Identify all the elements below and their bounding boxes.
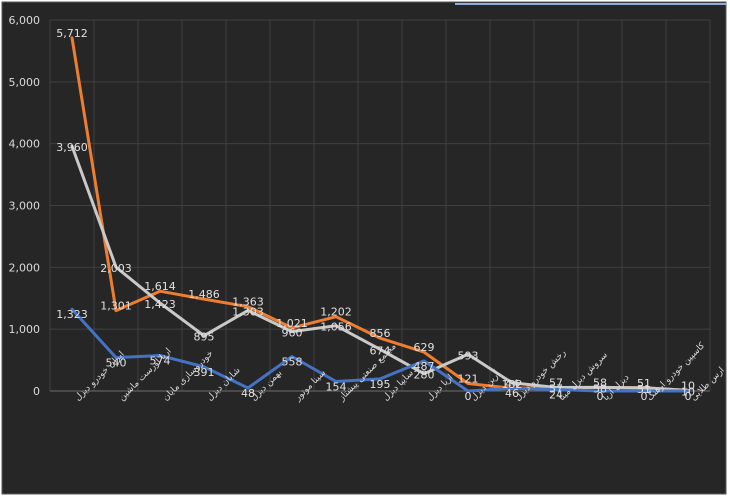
data-label-gray: 895: [194, 331, 215, 344]
data-label-blue: 154: [326, 380, 347, 393]
data-label-blue: 0: [597, 390, 604, 403]
data-label-orange: 10: [681, 379, 695, 392]
data-label-blue: 558: [282, 355, 303, 368]
data-label-gray: 1,303: [232, 305, 264, 318]
data-label-orange: 58: [593, 376, 607, 389]
series-line-gray: [70, 144, 690, 392]
data-label-orange: 856: [370, 327, 391, 340]
data-label-gray: 3,960: [56, 141, 88, 154]
data-label-gray: 57: [549, 382, 563, 395]
data-label-blue: 540: [106, 357, 127, 370]
data-label-blue: 24: [549, 389, 563, 402]
y-axis-ticks: 0 1,000 2,000 3,000 4,000 5,000 6,000: [9, 14, 41, 398]
data-label-orange: 1,486: [188, 288, 220, 301]
data-label-orange: 121: [458, 373, 479, 386]
y-tick-label: 6,000: [9, 14, 41, 27]
y-tick-label: 0: [33, 385, 40, 398]
data-label-blue: 46: [505, 387, 519, 400]
data-label-orange: 51: [637, 377, 651, 390]
data-label-orange: 629: [414, 341, 435, 354]
data-label-gray: 10: [681, 385, 695, 398]
data-label-gray: 674: [370, 344, 391, 357]
data-label-orange: 1,202: [320, 306, 352, 319]
data-label-gray: 2,003: [100, 262, 132, 275]
y-tick-label: 2,000: [9, 261, 41, 274]
data-label-blue: 1,323: [56, 308, 88, 321]
data-label-blue: 0: [641, 390, 648, 403]
y-tick-label: 5,000: [9, 76, 41, 89]
data-label-blue: 0: [465, 390, 472, 403]
y-tick-label: 1,000: [9, 323, 41, 336]
data-label-gray: 280: [414, 369, 435, 382]
grid: [49, 19, 711, 392]
data-label-orange: 1,614: [144, 280, 176, 293]
data-label-gray: 960: [282, 327, 303, 340]
data-label-gray: 593: [458, 349, 479, 362]
data-label-orange: 1,021: [276, 317, 308, 330]
data-label-orange: 1,363: [232, 296, 264, 309]
y-tick-label: 4,000: [9, 138, 41, 151]
data-labels: 5,712 1,301 1,614 1,486 1,363 1,021 1,202 856 62…: [56, 27, 695, 403]
data-label-blue: 391: [194, 366, 215, 379]
data-label-gray: 132: [502, 378, 523, 391]
series-lines: [70, 36, 690, 393]
data-label-blue: 48: [241, 387, 255, 400]
data-label-blue: 195: [370, 378, 391, 391]
data-label-blue: 487: [414, 360, 435, 373]
data-label-gray: 58: [593, 382, 607, 395]
data-label-blue: 574: [150, 355, 171, 368]
data-label-orange: 5,712: [56, 27, 88, 40]
series-line-blue: [70, 307, 690, 393]
data-label-orange: 57: [549, 376, 563, 389]
data-label-gray: 1,056: [320, 321, 352, 334]
data-label-orange: 44: [505, 377, 519, 390]
data-label-blue: 0: [685, 390, 692, 403]
chart-background: [1, 1, 727, 495]
data-label-gray: 51: [637, 383, 651, 396]
y-tick-label: 3,000: [9, 200, 41, 213]
data-label-gray: 1,423: [144, 298, 176, 311]
data-label-orange: 1,301: [100, 300, 132, 313]
